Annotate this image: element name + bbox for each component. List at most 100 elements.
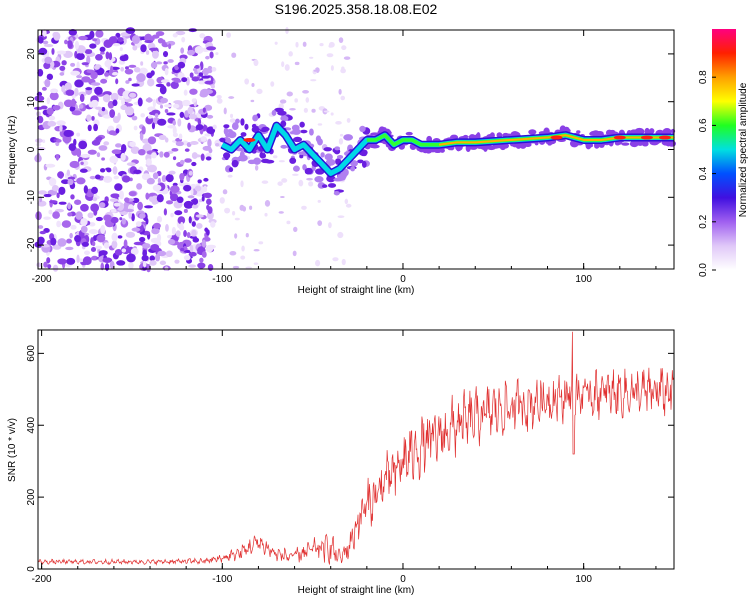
spectrogram-noise-blob: [74, 87, 79, 97]
spectrogram-noise-blob: [244, 78, 250, 85]
spectrogram-noise-blob: [39, 230, 47, 235]
spectrogram-noise-blob: [168, 170, 176, 175]
spectrogram-noise-blob: [69, 232, 73, 239]
spectrogram-noise-blob: [92, 197, 98, 202]
spectrogram-noise-blob: [66, 257, 76, 265]
spectrogram-noise-blob: [98, 145, 108, 151]
spectrogram-ridge-blob: [589, 131, 596, 136]
spectrogram-noise-blob: [172, 132, 178, 138]
spectrogram-y-tick-label: 0: [26, 146, 37, 152]
spectrogram-noise-blob: [147, 115, 153, 119]
spectrogram-noise-blob: [203, 192, 212, 199]
spectrogram-noise-blob: [83, 185, 88, 194]
spectrogram-noise-blob: [145, 217, 149, 225]
spectrogram-noise-blob: [56, 120, 66, 126]
spectrogram-noise-blob: [110, 92, 119, 102]
spectrogram-ridge-blob: [238, 154, 248, 162]
spectrogram-noise-blob: [101, 106, 106, 112]
spectrogram-noise-blob: [78, 104, 84, 109]
spectrogram-noise-blob: [76, 132, 81, 137]
spectrogram-noise-blob: [308, 181, 314, 187]
spectrogram-noise-blob: [142, 249, 148, 257]
spectrogram-noise-blob: [168, 43, 172, 50]
spectrogram-noise-blob: [280, 196, 285, 199]
spectrogram-noise-blob: [228, 96, 235, 99]
spectrogram-noise-blob: [209, 51, 214, 59]
spectrogram-noise-blob: [55, 154, 60, 161]
spectrogram-noise-blob: [197, 179, 202, 184]
snr-x-ticks: -200 -100 0 100: [32, 330, 657, 585]
spectrogram-noise-blob: [81, 62, 89, 66]
spectrogram-noise-blob: [317, 123, 323, 126]
spectrogram-noise-blob: [200, 153, 205, 161]
spectrogram-noise-blob: [173, 103, 180, 109]
spectrogram-ridge-blob: [629, 140, 639, 148]
spectrogram-noise-blob: [306, 177, 313, 181]
spectrogram-noise-blob: [231, 52, 237, 58]
spectrogram-noise-blob: [121, 218, 126, 225]
spectrogram-noise-blob: [106, 168, 112, 173]
spectrogram-energy: [34, 27, 677, 273]
snr-x-tick-label: 100: [575, 574, 592, 585]
spectrogram-noise-blob: [330, 112, 334, 116]
colorbar-tick-label: 0.2: [698, 214, 709, 228]
spectrogram-noise-blob: [82, 256, 92, 266]
spectrogram-noise-blob: [109, 109, 116, 118]
spectrogram-noise-blob: [128, 64, 137, 68]
spectrogram-noise-blob: [172, 120, 176, 126]
spectrogram-noise-blob: [133, 67, 141, 73]
spectrogram-noise-blob: [188, 113, 198, 120]
spectrogram-noise-blob: [78, 140, 88, 150]
spectrogram-noise-blob: [167, 239, 176, 245]
spectrogram-noise-blob: [187, 195, 195, 199]
spectrogram-noise-blob: [108, 130, 117, 136]
spectrogram-noise-blob: [278, 103, 284, 110]
spectrogram-noise-blob: [156, 233, 162, 242]
spectrogram-noise-blob: [67, 40, 73, 49]
spectrogram-noise-blob: [201, 75, 211, 79]
spectrogram-noise-blob: [183, 230, 187, 238]
spectrogram-noise-blob: [113, 175, 120, 180]
spectrogram-noise-blob: [44, 78, 51, 88]
spectrogram-ridge-blob: [369, 142, 375, 148]
spectrogram-noise-blob: [180, 47, 185, 54]
spectrogram-x-tick-label: 0: [400, 274, 406, 285]
spectrogram-noise-blob: [103, 175, 113, 183]
spectrogram-noise-blob: [38, 36, 44, 44]
spectrogram-noise-blob: [202, 67, 210, 76]
spectrogram-noise-blob: [278, 160, 285, 163]
spectrogram-noise-blob: [99, 46, 106, 53]
spectrogram-noise-blob: [137, 201, 143, 211]
spectrogram-noise-blob: [119, 217, 123, 221]
snr-frame: [37, 329, 675, 570]
spectrogram-noise-blob: [120, 143, 127, 153]
spectrogram-noise-blob: [189, 72, 194, 78]
spectrogram-noise-blob: [216, 98, 223, 104]
spectrogram-noise-blob: [42, 40, 49, 45]
spectrogram-noise-blob: [158, 134, 167, 140]
spectrogram-noise-blob: [201, 239, 207, 248]
spectrogram-ridge-blob: [350, 160, 359, 167]
spectrogram-noise-blob: [125, 27, 136, 34]
spectrogram-noise-blob: [171, 226, 176, 236]
spectrogram-noise-blob: [125, 80, 130, 84]
spectrogram-noise-blob: [124, 208, 135, 213]
spectrogram-noise-blob: [332, 257, 339, 262]
spectrogram-ridge-blob: [280, 115, 289, 122]
spectrogram-noise-blob: [48, 177, 57, 187]
spectrogram-noise-blob: [179, 111, 185, 119]
spectrogram-noise-blob: [172, 182, 178, 187]
spectrogram-noise-blob: [338, 88, 342, 95]
spectrogram-noise-blob: [61, 85, 66, 93]
spectrogram-ridge-blob: [333, 177, 343, 182]
spectrogram-noise-blob: [187, 106, 194, 115]
spectrogram-noise-blob: [191, 221, 196, 227]
spectrogram-noise-blob: [177, 118, 182, 127]
spectrogram-noise-blob: [154, 113, 159, 118]
spectrogram-noise-blob: [49, 200, 58, 204]
spectrogram-noise-blob: [142, 242, 151, 249]
spectrogram-noise-blob: [183, 200, 194, 209]
spectrogram-noise-blob: [141, 254, 149, 262]
spectrogram-ridge-blob: [519, 142, 527, 149]
spectrogram-noise-blob: [223, 107, 227, 115]
